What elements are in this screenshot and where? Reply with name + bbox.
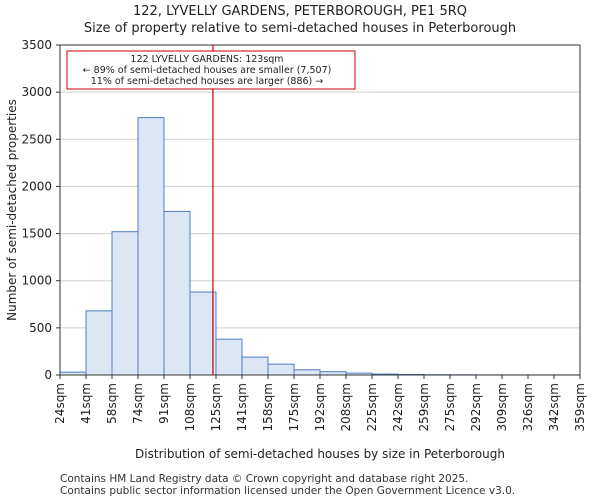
- x-tick-label: 125sqm: [209, 383, 223, 431]
- y-tick-label: 2500: [21, 132, 52, 146]
- x-tick-label: 91sqm: [157, 383, 171, 424]
- x-tick-label: 242sqm: [391, 383, 405, 431]
- histogram-bar: [137, 117, 165, 376]
- y-axis-label: Number of semi-detached properties: [5, 99, 19, 321]
- x-tick-label: 158sqm: [261, 383, 275, 431]
- histogram-bar: [163, 210, 191, 376]
- x-tick-label: 342sqm: [547, 383, 561, 431]
- y-tick-label: 1000: [21, 274, 52, 288]
- x-tick-label: 58sqm: [105, 383, 119, 424]
- x-tick-label: 275sqm: [443, 383, 457, 431]
- histogram-bar: [85, 310, 113, 376]
- x-tick-label: 41sqm: [79, 383, 93, 424]
- histogram-bar: [111, 231, 139, 376]
- histogram-bar: [215, 338, 243, 376]
- x-tick-label: 175sqm: [287, 383, 301, 431]
- y-tick-label: 2000: [21, 179, 52, 193]
- x-tick-label: 326sqm: [521, 383, 535, 431]
- annotation-line: 122 LYVELLY GARDENS: 123sqm: [130, 54, 283, 65]
- histogram-bar: [241, 356, 269, 376]
- x-tick-label: 292sqm: [469, 383, 483, 431]
- x-tick-label: 259sqm: [417, 383, 431, 431]
- chart-subtitle: Size of property relative to semi-detach…: [83, 21, 517, 36]
- y-tick-label: 1500: [21, 227, 52, 241]
- histogram-bar: [267, 363, 295, 376]
- annotation-box: [66, 50, 356, 90]
- x-axis-label: Distribution of semi-detached houses by …: [135, 447, 505, 461]
- y-tick-label: 3500: [21, 38, 52, 52]
- x-tick-label: 208sqm: [339, 383, 353, 431]
- histogram-chart: 122 LYVELLY GARDENS: 123sqm← 89% of semi…: [5, 38, 587, 461]
- x-tick-label: 309sqm: [495, 383, 509, 431]
- x-tick-label: 192sqm: [313, 383, 327, 431]
- x-tick-label: 225sqm: [365, 383, 379, 431]
- x-tick-label: 24sqm: [53, 383, 67, 424]
- x-tick-label: 141sqm: [235, 383, 249, 431]
- x-tick-label: 108sqm: [183, 383, 197, 431]
- histogram-bar: [293, 369, 321, 376]
- y-tick-label: 500: [29, 321, 52, 335]
- x-tick-label: 74sqm: [131, 383, 145, 424]
- footer-licence: Contains public sector information licen…: [60, 485, 516, 497]
- annotation-line: 11% of semi-detached houses are larger (…: [91, 76, 324, 87]
- chart-title: 122, LYVELLY GARDENS, PETERBOROUGH, PE1 …: [133, 4, 467, 19]
- x-tick-label: 359sqm: [573, 383, 587, 431]
- annotation-line: ← 89% of semi-detached houses are smalle…: [83, 65, 332, 76]
- histogram-bar: [189, 291, 217, 376]
- y-tick-label: 3000: [21, 85, 52, 99]
- y-tick-label: 0: [44, 368, 52, 382]
- footer-copyright: Contains HM Land Registry data © Crown c…: [60, 473, 469, 485]
